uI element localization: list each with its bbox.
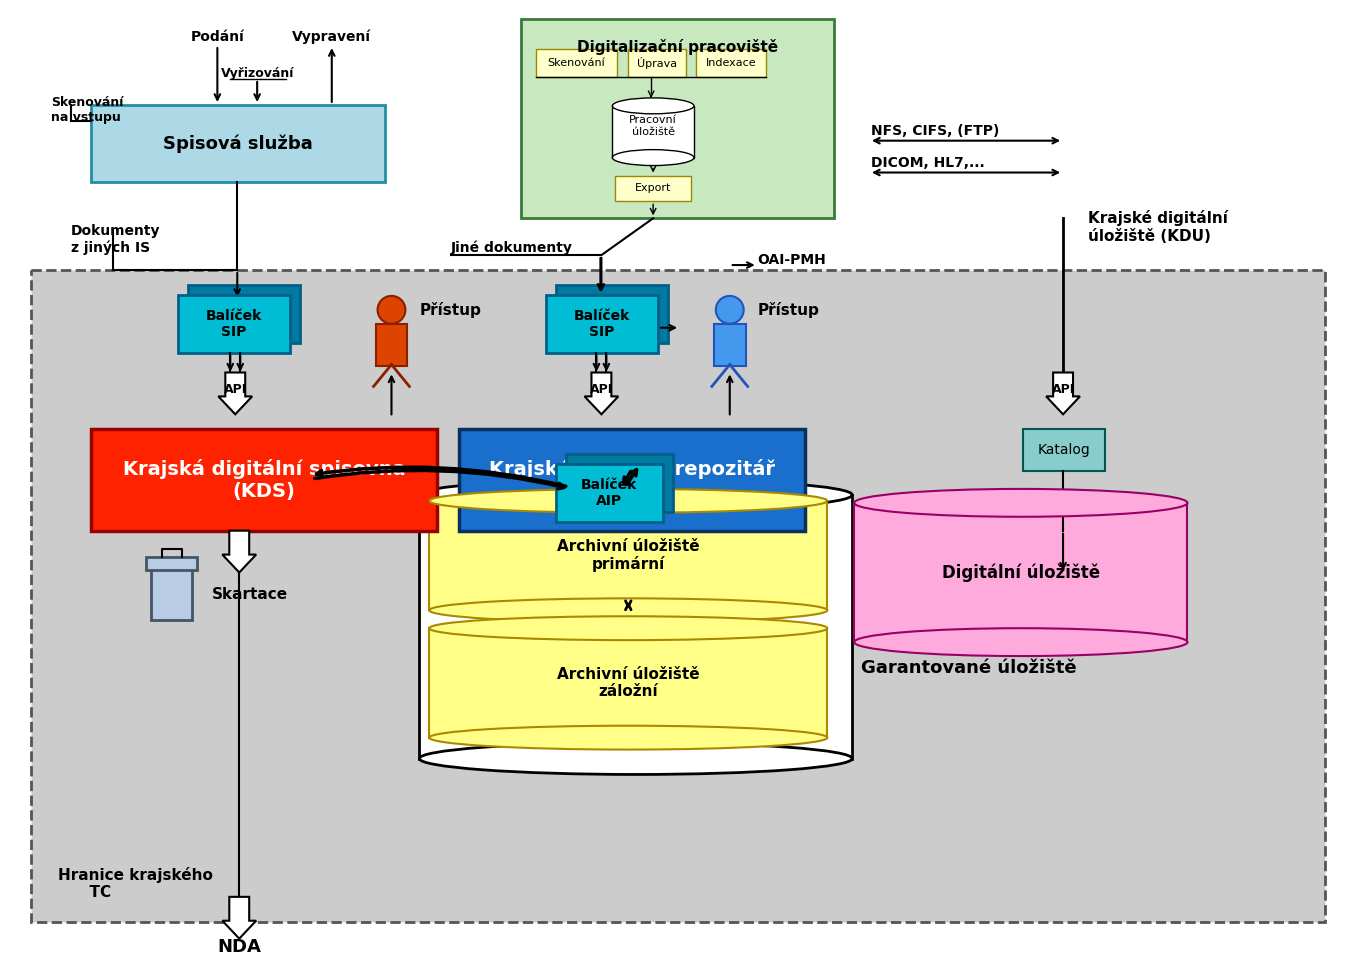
Text: DICOM, HL7,...: DICOM, HL7,... — [872, 155, 985, 170]
Text: Balíček
SIP: Balíček SIP — [206, 309, 262, 339]
Text: Hranice krajského
      TC: Hranice krajského TC — [59, 867, 213, 901]
Bar — [430, 501, 827, 610]
Bar — [521, 19, 835, 219]
Text: Indexace: Indexace — [705, 58, 756, 68]
Ellipse shape — [612, 150, 694, 166]
Text: Krajský digitální repozitář
(KDR): Krajský digitální repozitář (KDR) — [490, 459, 775, 501]
Text: Archivní úložiště
záložní: Archivní úložiště záložní — [557, 667, 700, 699]
Text: API: API — [589, 383, 612, 396]
Text: OAI-PMH: OAI-PMH — [757, 253, 827, 267]
Bar — [615, 175, 692, 201]
Text: Spisová služba: Spisová služba — [162, 134, 312, 152]
Text: Balíček
AIP: Balíček AIP — [581, 478, 637, 508]
Text: API: API — [1052, 383, 1075, 396]
Bar — [713, 324, 746, 365]
Text: Katalog: Katalog — [1038, 443, 1090, 457]
Bar — [612, 105, 694, 157]
Text: Vypravení: Vypravení — [292, 30, 371, 44]
Text: NFS, CIFS, (FTP): NFS, CIFS, (FTP) — [872, 124, 1000, 138]
Text: API: API — [224, 383, 247, 396]
Bar — [430, 628, 827, 737]
Bar — [629, 49, 686, 77]
Ellipse shape — [612, 98, 694, 114]
Bar — [31, 270, 1324, 922]
FancyArrow shape — [218, 372, 252, 414]
Text: Pracovní
úložiště: Pracovní úložiště — [629, 115, 677, 136]
Bar — [536, 49, 618, 77]
Bar — [91, 105, 385, 182]
Bar — [187, 285, 300, 342]
Text: Krajské digitální
úložiště (KDU): Krajské digitální úložiště (KDU) — [1088, 210, 1228, 244]
FancyArrow shape — [222, 897, 256, 939]
Ellipse shape — [854, 628, 1188, 656]
Bar — [375, 324, 408, 365]
Ellipse shape — [430, 598, 827, 622]
Bar — [566, 455, 672, 512]
Text: Garantované úložiště: Garantované úložiště — [861, 659, 1076, 677]
Bar — [177, 295, 291, 353]
Text: Digitální úložiště: Digitální úložiště — [941, 563, 1099, 582]
Circle shape — [378, 296, 405, 324]
Bar — [419, 495, 852, 759]
Text: Balíček
SIP: Balíček SIP — [574, 309, 630, 339]
Text: Podání: Podání — [191, 30, 244, 44]
Bar — [546, 295, 657, 353]
Ellipse shape — [854, 489, 1188, 517]
Bar — [1023, 430, 1105, 471]
FancyArrow shape — [585, 372, 618, 414]
Text: Dokumenty
z jiných IS: Dokumenty z jiných IS — [71, 224, 161, 255]
Ellipse shape — [430, 726, 827, 750]
Ellipse shape — [419, 742, 852, 775]
Bar — [854, 503, 1188, 643]
Bar — [150, 569, 192, 620]
Bar — [696, 49, 765, 77]
Ellipse shape — [419, 479, 852, 511]
Text: Digitalizační pracoviště: Digitalizační pracoviště — [577, 39, 777, 56]
Text: Skartace: Skartace — [213, 587, 288, 602]
FancyArrow shape — [222, 530, 256, 573]
Text: Krajská digitální spisovna
(KDS): Krajská digitální spisovna (KDS) — [123, 459, 405, 501]
Text: Přístup: Přístup — [419, 302, 481, 317]
Bar — [555, 464, 663, 522]
Ellipse shape — [430, 489, 827, 513]
Text: Archivní úložiště
primární: Archivní úložiště primární — [557, 539, 700, 573]
FancyArrow shape — [1046, 372, 1080, 414]
Bar — [146, 556, 198, 571]
Text: Skenování
na vstupu: Skenování na vstupu — [52, 96, 124, 124]
Text: Export: Export — [636, 183, 671, 194]
Text: Skenování: Skenování — [548, 58, 606, 68]
Text: Jiné dokumenty: Jiné dokumenty — [451, 241, 573, 255]
Bar — [91, 430, 438, 530]
Circle shape — [716, 296, 743, 324]
Text: NDA: NDA — [217, 938, 261, 955]
Text: Přístup: Přístup — [757, 302, 820, 317]
Text: Úprava: Úprava — [637, 58, 677, 69]
Ellipse shape — [430, 617, 827, 641]
Text: Vyřizování: Vyřizování — [221, 66, 293, 80]
Bar — [555, 285, 668, 342]
Bar — [460, 430, 805, 530]
